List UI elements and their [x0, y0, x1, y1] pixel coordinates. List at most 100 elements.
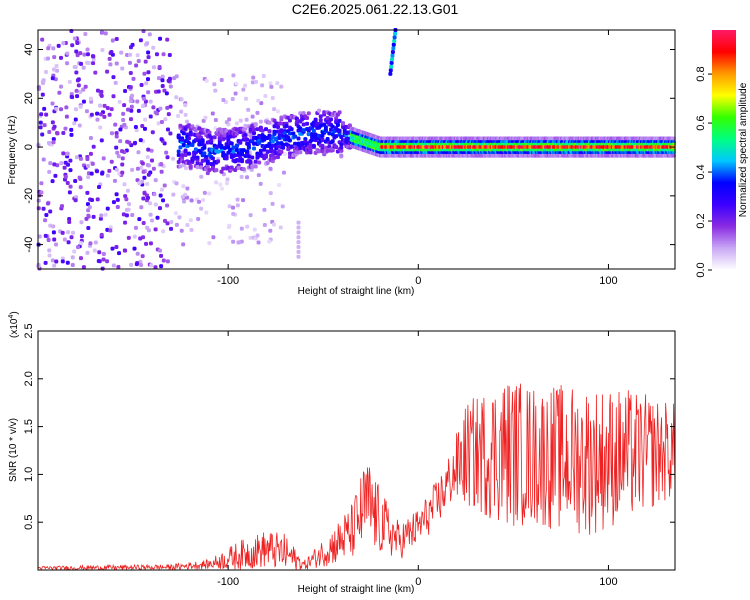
- spectrogram-cell: [117, 99, 122, 104]
- spectrogram-cell: [287, 118, 292, 123]
- spectrogram-cell: [203, 115, 208, 120]
- spectrogram-cell: [101, 252, 106, 257]
- spectrogram-cell: [231, 239, 236, 244]
- spectrogram-cell: [275, 155, 280, 160]
- spectrogram-cell: [50, 101, 55, 106]
- spectrogram-cell: [86, 175, 91, 180]
- spectrogram-cell: [241, 148, 246, 153]
- spectrogram-cell: [135, 251, 140, 256]
- spectrogram-cell: [108, 62, 113, 67]
- spectrogram-cell: [176, 114, 181, 119]
- spectrogram-cell: [391, 46, 396, 51]
- snr-scale-close: ): [9, 311, 20, 314]
- spectrogram-cell: [388, 68, 393, 73]
- spectrogram-cell: [139, 205, 144, 210]
- spectrogram-cell: [339, 134, 344, 139]
- spectrogram-cell: [99, 138, 104, 143]
- spectrogram-cell: [218, 182, 223, 187]
- spectrogram-cell: [245, 224, 250, 229]
- spectrogram-cell: [270, 95, 275, 100]
- spectrogram-cell: [212, 82, 217, 87]
- spectrogram-cell: [36, 198, 41, 203]
- spectrogram-cell: [245, 175, 250, 180]
- spectrogram-cell: [181, 184, 186, 189]
- spectrogram-cell: [81, 265, 86, 270]
- spectrogram-cell: [166, 78, 171, 83]
- spectrogram-cell: [188, 218, 193, 223]
- spectrogram-cell: [148, 114, 153, 119]
- spectrogram-cell: [38, 125, 43, 130]
- spectrogram-cell: [168, 131, 173, 136]
- spectrogram-cell: [268, 81, 273, 86]
- spectrogram-cell: [128, 85, 133, 90]
- spectrogram-cell: [146, 50, 151, 55]
- snr-scale-base: (x10: [9, 318, 20, 338]
- spectrogram-cell: [390, 49, 395, 54]
- spectrogram-cell: [161, 52, 166, 57]
- spectrogram-cell: [176, 152, 181, 157]
- spectrogram-cell: [136, 108, 141, 113]
- spectrogram-cell: [73, 178, 78, 183]
- spectrogram-cell: [105, 173, 110, 178]
- spectrogram-cell: [124, 213, 129, 218]
- spectrogram-cell: [151, 65, 156, 70]
- spectrogram-cell: [55, 130, 60, 135]
- spectrogram-cell: [197, 138, 202, 143]
- spectrogram-cell: [195, 155, 200, 160]
- spectrogram-cell: [339, 148, 344, 153]
- spectrogram-panel: -100 0 100 -40 -20 0 20 40 Height of straight l…: [7, 28, 676, 297]
- spectrogram-cell: [74, 70, 79, 75]
- spectrogram-cell: [248, 235, 253, 240]
- spectrogram-cell: [77, 175, 82, 180]
- spectrogram-cell: [114, 61, 119, 66]
- spectrogram-cell: [168, 104, 173, 109]
- spectrogram-cell: [335, 123, 340, 128]
- spectrogram-cell: [136, 59, 141, 64]
- spectrogram-cell: [243, 123, 248, 128]
- spectrogram-cell: [250, 155, 255, 160]
- spectrogram-cell: [279, 128, 284, 133]
- spectrogram-cell: [178, 123, 183, 128]
- spectrogram-frame: [37, 29, 676, 270]
- spectrogram-cell: [180, 137, 185, 142]
- spectrogram-cell: [120, 162, 125, 167]
- spectrogram-cell: [318, 114, 323, 119]
- spectrogram-cell: [156, 121, 161, 126]
- spectrogram-cell: [107, 112, 112, 117]
- spectrogram-cell: [147, 201, 152, 206]
- colorbar-label: Normalized spectral amplitude: [738, 82, 749, 217]
- spectrogram-cell: [78, 104, 83, 109]
- spectrogram-cell: [262, 223, 267, 228]
- spectrogram-cell: [178, 145, 183, 150]
- spectrogram-cell: [142, 191, 147, 196]
- spectrogram-cell: [95, 197, 100, 202]
- spectrogram-cell: [133, 225, 138, 230]
- spectrogram-cell: [259, 101, 264, 106]
- spectrogram-cell: [139, 165, 144, 170]
- spectrogram-cell: [86, 164, 91, 169]
- spectrogram-cell: [59, 107, 64, 112]
- spectrogram-cell: [171, 156, 176, 161]
- spectrogram-cell: [70, 263, 75, 268]
- spectrogram-cell: [54, 63, 59, 68]
- spectrogram-cell: [298, 145, 303, 150]
- spectrogram-cell: [253, 159, 258, 164]
- spectrogram-cell: [64, 105, 69, 110]
- spectrogram-cell: [153, 202, 158, 207]
- colorbar-tick-label: 0.6: [695, 115, 707, 130]
- colorbar-tick-label: 0.2: [695, 213, 707, 228]
- spectrogram-cell: [177, 215, 182, 220]
- spectrogram-cell: [85, 202, 90, 207]
- spectrogram-cell: [157, 65, 162, 70]
- spectrogram-cell: [222, 133, 227, 138]
- spectrogram-cell: [268, 191, 273, 196]
- spectrogram-cell: [72, 249, 77, 254]
- spectrogram-cell: [322, 110, 327, 115]
- spectrogram-cell: [233, 153, 238, 158]
- spectrogram-cell: [235, 197, 240, 202]
- spectrogram-cell: [250, 114, 255, 119]
- spectrogram-cell: [122, 103, 127, 108]
- spectrogram-cell: [179, 97, 184, 102]
- spectrogram-cell: [202, 145, 207, 150]
- spectrogram-cell: [258, 148, 263, 153]
